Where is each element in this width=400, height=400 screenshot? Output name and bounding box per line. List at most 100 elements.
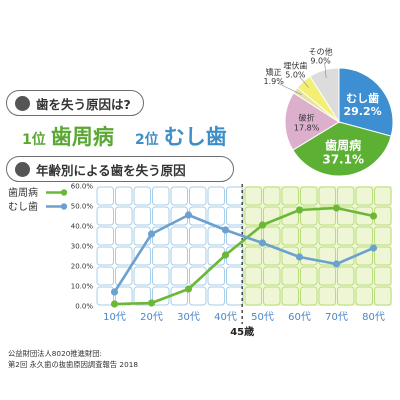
grid-cell [374,286,392,306]
y-tick-label: 40.0% [71,223,94,231]
series-line [114,206,374,306]
y-tick-label: 50.0% [71,203,94,211]
pie-slice-value: 1.9% [263,77,284,86]
source-line-1: 公益財団法人8020推進財団: [8,349,102,358]
grid-cell [374,186,392,206]
x-tick-label: 60代 [288,311,311,323]
grid-cell [115,206,133,226]
grid-cell [115,246,133,266]
series-point [295,253,304,261]
grid-cell [244,246,262,266]
bullet-icon [15,161,30,177]
grid-cell [337,226,355,246]
grid-cell [115,226,133,246]
grid-cell [189,246,207,266]
grid-cell [374,266,392,286]
pie-leader-line [324,62,327,78]
grid-cell [263,266,281,286]
grid-cell [133,186,151,206]
pie-slice-label: その他 [309,47,333,57]
grid-cell [318,286,336,306]
grid-cell [207,286,225,306]
series-point [221,251,230,259]
pie-slice-value: 9.0% [310,57,331,66]
grid-cell [355,186,373,206]
grid-cell [281,186,299,206]
grid-cell [337,206,355,226]
series-point [369,244,378,252]
grid-cell [115,186,133,206]
cause-question-label: 歯を失う原因は? [6,90,144,116]
y-tick-label: 0.0% [75,303,93,311]
pie-slice-value: 37.1% [322,152,364,166]
series-point [184,285,193,293]
grid-cell [189,286,207,306]
pie-slice-label: 破折 [299,113,315,123]
grid-cell [152,266,170,286]
series-point [147,230,156,238]
grid-cell [189,226,207,246]
rank-first-name: 歯周病 [50,125,114,149]
x-tick-label: 10代 [103,311,126,323]
grid-cell [318,246,336,266]
pie-leader-line [277,82,303,96]
pie-slice-value: 5.0% [285,70,306,79]
grid-cell [263,186,281,206]
series-point [147,299,156,307]
grid-cell [374,246,392,266]
age-section-text: 年齢別による歯を失う原因 [36,162,186,178]
rank-second-name: むし歯 [163,125,227,149]
age-45-marker-label: 45歳 [230,325,254,338]
grid-cell [337,186,355,206]
grid-cell [281,226,299,246]
legend-swatch-point [60,203,68,210]
pie-slice [338,67,394,137]
grid-cell [318,226,336,246]
x-tick-label: 50代 [251,311,274,323]
grid-cell [300,266,318,286]
rank-first-position: 1位 [22,132,46,148]
grid-cell [374,226,392,246]
grid-cell [300,206,318,226]
cause-question-text: 歯を失う原因は? [36,96,131,112]
y-tick-label: 30.0% [71,243,94,251]
grid-cell [170,226,188,246]
y-tick-label: 20.0% [71,263,94,271]
x-tick-label: 20代 [140,311,163,323]
grid-cell [244,206,262,226]
pie-slice-value: 29.2% [343,105,381,118]
grid-cell [189,186,207,206]
pie-slice-label: 歯周病 [325,137,361,152]
legend-swatch-point [60,189,68,196]
grid-cell [244,286,262,306]
series-point [295,206,304,214]
pie-slice-value: 17.8% [294,124,320,133]
grid-cell [152,186,170,206]
age-section-label: 年齢別による歯を失う原因 [6,156,234,182]
grid-cell [281,266,299,286]
x-tick-label: 70代 [325,311,348,323]
grid-cell [318,206,336,226]
pie-leader-line [299,76,309,88]
grid-cell [244,186,262,206]
series-point [110,300,119,308]
grid-cell [355,286,373,306]
pie-slice-label: 矯正 [266,67,282,77]
legend-label: むし歯 [8,200,38,213]
grid-cell [318,186,336,206]
grid-cell [226,266,244,286]
series-point [332,260,341,268]
grid-cell [337,286,355,306]
grid-cell [170,246,188,266]
grid-cell [189,266,207,286]
grid-cell [207,206,225,226]
pie-slice [284,92,340,151]
series-point [258,239,267,247]
pie-slice-label: 埋伏歯 [283,60,307,70]
pie-slice [309,67,340,124]
source-line-2: 第2回 永久歯の抜歯原因調査報告 2018 [8,360,139,369]
grid-cell [226,246,244,266]
legend-label: 歯周病 [8,186,38,199]
grid-cell [170,266,188,286]
grid-cell [318,266,336,286]
